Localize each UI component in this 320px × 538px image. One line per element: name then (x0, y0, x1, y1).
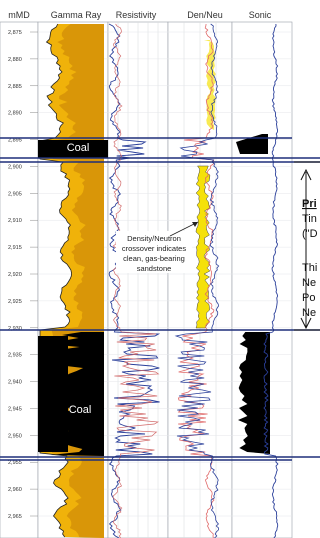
side-arrow-down (300, 317, 312, 330)
depth-label: 2,920 (8, 272, 22, 278)
neutron-curve (174, 23, 220, 538)
coal-band-lower-left (38, 336, 68, 452)
depth-label: 2,935 (8, 353, 22, 359)
side-line-6: Po (302, 292, 315, 304)
side-line-5: Ne (302, 277, 316, 289)
sonic-coal-lower (238, 332, 270, 454)
depth-label: 2,890 (8, 111, 22, 117)
density-curve (177, 23, 215, 538)
depth-label: 2,955 (8, 460, 22, 466)
depth-label: 2,965 (8, 514, 22, 520)
depth-label: 2,940 (8, 380, 22, 386)
resistivity-deep (108, 23, 161, 538)
header-depth: mMD (8, 10, 30, 20)
crossover-annotation: Density/Neutron crossover indicates clea… (116, 221, 199, 273)
depth-label: 2,885 (8, 84, 22, 90)
side-arrow-up (300, 168, 312, 181)
depth-label: 2,930 (8, 326, 22, 332)
sonic-track (236, 23, 279, 538)
depth-label: 2,895 (8, 138, 22, 144)
annotation-box (116, 231, 192, 273)
depth-label: 2,880 (8, 57, 22, 63)
side-line-7: Ne (302, 307, 316, 319)
annotation-arrowhead (192, 222, 198, 227)
annotation-line-4: sandstone (137, 264, 172, 273)
track-frame-0 (0, 21, 39, 538)
resistivity-track (108, 23, 161, 538)
side-panel: Pri Tin ("D Thi Ne Po Ne (300, 168, 318, 330)
sonic-curve (263, 23, 279, 538)
den-neu-track (174, 23, 220, 538)
annotation-arrow (169, 221, 199, 237)
depth-label: 2,875 (8, 30, 22, 36)
sonic-coal-upper (236, 134, 268, 154)
depth-label: 2,925 (8, 299, 22, 305)
depth-label: 2,905 (8, 191, 22, 197)
boundary-lines (0, 137, 320, 461)
side-title: Pri (302, 198, 317, 210)
header-den-neu: Den/Neu (187, 10, 223, 20)
annotation-line-1: Density/Neutron (127, 234, 181, 243)
coal-bands (38, 140, 108, 452)
depth-label: 2,945 (8, 406, 22, 412)
depth-label: 2,900 (8, 164, 22, 170)
annotation-line-3: clean, gas-bearing (123, 254, 185, 263)
side-line-4: Thi (302, 262, 317, 274)
coal-band-upper-gamma (38, 140, 108, 158)
depth-label: 2,915 (8, 245, 22, 251)
header-sonic: Sonic (249, 10, 272, 20)
coal-label-lower: Coal (69, 404, 92, 416)
depth-label: 2,910 (8, 218, 22, 224)
header-resistivity: Resistivity (116, 10, 157, 20)
coal-label-upper: Coal (67, 142, 90, 154)
header-gamma-ray: Gamma Ray (51, 10, 102, 20)
annotation-line-2: crossover indicates (122, 244, 186, 253)
depth-axis: 2,875 2,880 2,885 2,890 2,895 2,900 2,905 2,910… (8, 30, 38, 520)
depth-label: 2,950 (8, 433, 22, 439)
resistivity-shallow (112, 23, 160, 538)
side-line-2: ("D (302, 228, 318, 240)
depth-label: 2,960 (8, 487, 22, 493)
side-line-1: Tin (302, 213, 317, 225)
